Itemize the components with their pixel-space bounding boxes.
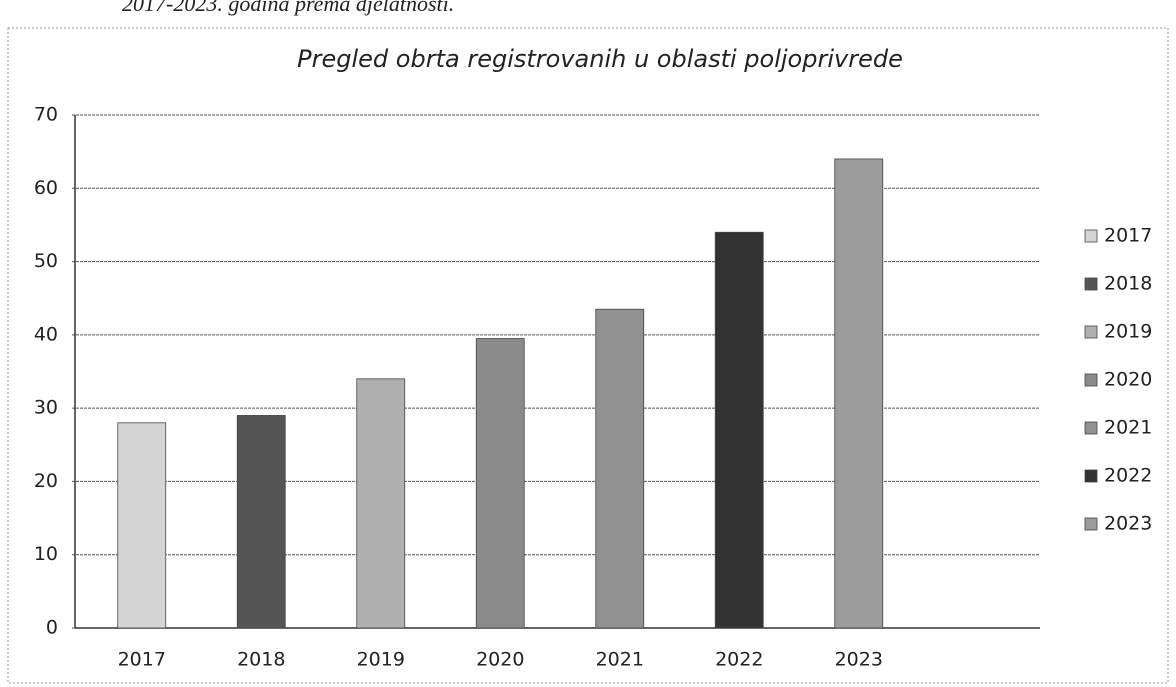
y-tick-label: 0	[46, 617, 58, 639]
x-tick-label: 2019	[357, 649, 405, 671]
legend-swatch	[1084, 229, 1098, 243]
x-tick-label: 2021	[596, 649, 644, 671]
legend-label: 2017	[1104, 225, 1152, 247]
y-tick-label: 60	[34, 177, 58, 199]
legend-label: 2019	[1104, 321, 1152, 343]
legend-swatch	[1084, 517, 1098, 531]
caption: 2017-2023. godina prema djelatnosti.	[122, 0, 454, 16]
x-tick-label: 2018	[237, 649, 285, 671]
bar	[236, 415, 286, 629]
legend-label: 2022	[1104, 465, 1152, 487]
y-tick-label: 10	[34, 543, 58, 565]
legend-label: 2023	[1104, 513, 1152, 535]
y-tick-label: 20	[34, 470, 58, 492]
y-tick-label: 40	[34, 323, 58, 345]
legend-label: 2020	[1104, 369, 1152, 391]
legend-swatch	[1084, 325, 1098, 339]
x-tick-label: 2017	[118, 649, 166, 671]
y-tick-label: 30	[34, 397, 58, 419]
legend-label: 2018	[1104, 273, 1152, 295]
bar	[356, 378, 406, 629]
chart-border	[7, 27, 1169, 684]
x-tick-label: 2023	[835, 649, 883, 671]
x-tick-label: 2022	[715, 649, 763, 671]
legend-swatch	[1084, 421, 1098, 435]
legend-swatch	[1084, 373, 1098, 387]
bar	[595, 308, 645, 629]
x-tick-label: 2020	[476, 649, 524, 671]
legend-swatch	[1084, 277, 1098, 291]
bar	[117, 422, 167, 629]
legend-label: 2021	[1104, 417, 1152, 439]
bar	[475, 338, 525, 629]
bar	[834, 158, 884, 629]
y-tick-label: 70	[34, 104, 58, 126]
chart-title: Pregled obrta registrovanih u oblasti po…	[297, 45, 903, 73]
legend-swatch	[1084, 469, 1098, 483]
bar	[714, 231, 764, 629]
y-tick-label: 50	[34, 250, 58, 272]
